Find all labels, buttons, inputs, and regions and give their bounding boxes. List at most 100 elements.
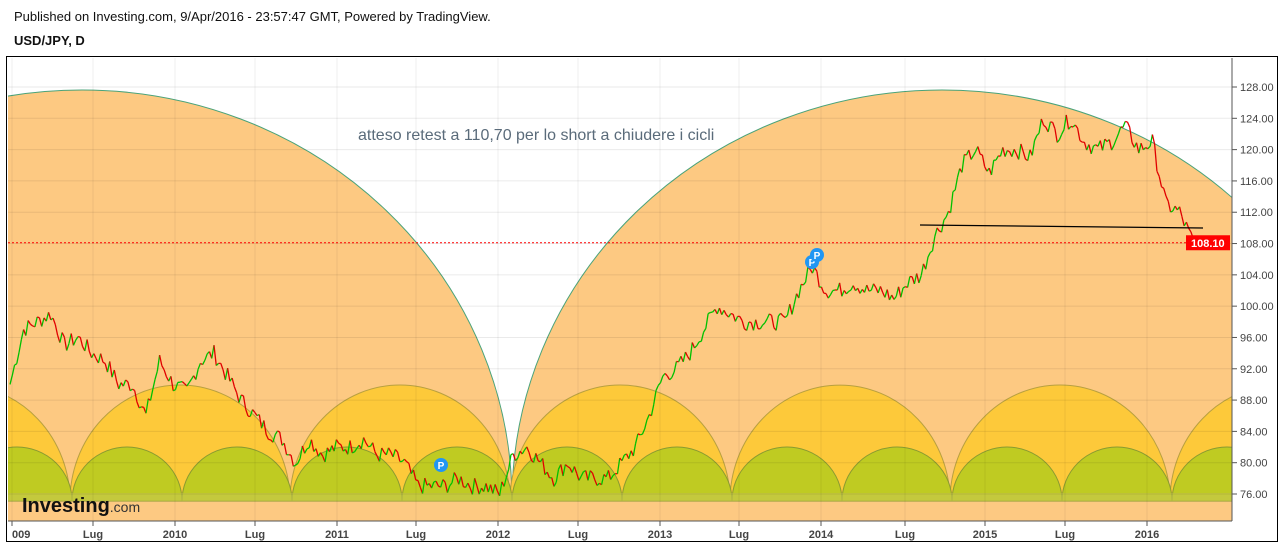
- price-segment: [682, 351, 687, 362]
- price-segment: [1122, 121, 1126, 128]
- price-segment: [673, 361, 678, 373]
- price-segment: [444, 482, 449, 493]
- price-segment: [1068, 126, 1072, 130]
- price-segment: [93, 353, 97, 359]
- price-segment: [483, 483, 487, 492]
- price-segment: [940, 219, 945, 233]
- price-segment: [698, 340, 702, 343]
- price-segment: [705, 313, 709, 329]
- price-segment: [213, 345, 217, 366]
- price-segment: [537, 460, 541, 463]
- price-segment: [268, 438, 271, 441]
- price-segment: [546, 471, 551, 479]
- price-segment: [254, 411, 258, 416]
- price-segment: [678, 355, 682, 363]
- price-segment: [868, 289, 872, 292]
- price-segment: [430, 481, 435, 489]
- price-segment: [304, 448, 308, 454]
- price-segment: [734, 316, 739, 322]
- price-segment: [732, 313, 736, 322]
- price-segment: [446, 485, 451, 493]
- price-segment: [979, 153, 983, 156]
- marker-p[interactable]: P: [810, 248, 824, 262]
- price-segment: [1165, 195, 1169, 202]
- price-segment: [378, 447, 383, 462]
- price-segment: [340, 444, 344, 452]
- price-segment: [204, 353, 208, 361]
- marker-p[interactable]: P: [434, 458, 448, 472]
- chart-frame: [6, 56, 1278, 542]
- x-tick-label: Lug: [568, 529, 588, 541]
- svg-text:P: P: [438, 461, 445, 472]
- price-segment: [1061, 129, 1065, 135]
- price-segment: [200, 362, 203, 366]
- price-segment: [324, 447, 328, 463]
- price-segment: [571, 466, 576, 473]
- y-axis: 128.00 124.00 120.00 116.00 112.00 108.00 104.…: [1232, 82, 1274, 501]
- y-tick-label: 116.00: [1240, 176, 1273, 188]
- price-segment: [467, 482, 471, 489]
- price-segment: [363, 437, 367, 444]
- price-segment: [562, 464, 566, 477]
- x-tick-label: Lug: [406, 529, 426, 541]
- price-segment: [659, 375, 664, 383]
- price-segment: [918, 275, 922, 284]
- price-segment: [752, 319, 757, 331]
- price-segment: [165, 376, 170, 382]
- price-segment: [689, 342, 693, 361]
- grid: [8, 58, 1232, 521]
- price-segment: [134, 390, 138, 403]
- price-segment: [59, 332, 63, 343]
- price-segment: [553, 481, 557, 487]
- price-segment: [222, 369, 226, 380]
- resistance-line[interactable]: [919, 224, 1204, 229]
- price-segment: [20, 329, 25, 340]
- price-segment: [943, 216, 947, 221]
- price-segment: [338, 442, 342, 446]
- price-segment: [612, 473, 616, 477]
- price-segment: [86, 339, 90, 352]
- price-segment: [1079, 139, 1083, 143]
- price-segment: [954, 177, 959, 191]
- y-tick-label: 80.00: [1240, 458, 1268, 470]
- price-segment: [567, 465, 571, 469]
- cycle-arcs: [8, 58, 1232, 521]
- price-segment: [315, 448, 319, 457]
- price-segment: [458, 476, 462, 485]
- price-segment: [471, 478, 476, 495]
- price-segment: [129, 388, 133, 392]
- price-segment: [589, 470, 594, 474]
- price-segment: [1083, 142, 1088, 151]
- price-segment: [127, 381, 131, 391]
- price-segment: [109, 361, 113, 378]
- price-segment: [755, 319, 759, 329]
- price-segment: [27, 320, 31, 325]
- price-segment: [310, 439, 315, 452]
- price-segment: [72, 339, 77, 346]
- price-segment: [970, 155, 974, 160]
- price-segment: [1188, 227, 1192, 233]
- price-segment: [832, 289, 836, 292]
- y-tick-label: 124.00: [1240, 113, 1274, 125]
- price-segment: [1018, 143, 1022, 160]
- price-segment: [644, 419, 648, 430]
- price-segment: [100, 353, 104, 363]
- price-segment: [179, 380, 183, 383]
- price-segment: [995, 155, 999, 161]
- price-segment: [1076, 128, 1081, 141]
- price-segment: [1020, 143, 1024, 152]
- price-segment: [34, 316, 38, 327]
- price-segment: [1058, 133, 1063, 140]
- price-segment: [77, 335, 81, 338]
- price-segment: [694, 345, 698, 349]
- price-segment: [800, 283, 804, 286]
- price-segment: [1125, 120, 1128, 123]
- x-tick-label: 2015: [973, 529, 997, 541]
- price-segment: [220, 363, 224, 371]
- price-segment: [1181, 216, 1185, 227]
- small-cycle-arc: [1171, 446, 1232, 502]
- price-segment: [863, 284, 868, 293]
- price-segment: [463, 486, 466, 489]
- price-segment: [115, 380, 120, 390]
